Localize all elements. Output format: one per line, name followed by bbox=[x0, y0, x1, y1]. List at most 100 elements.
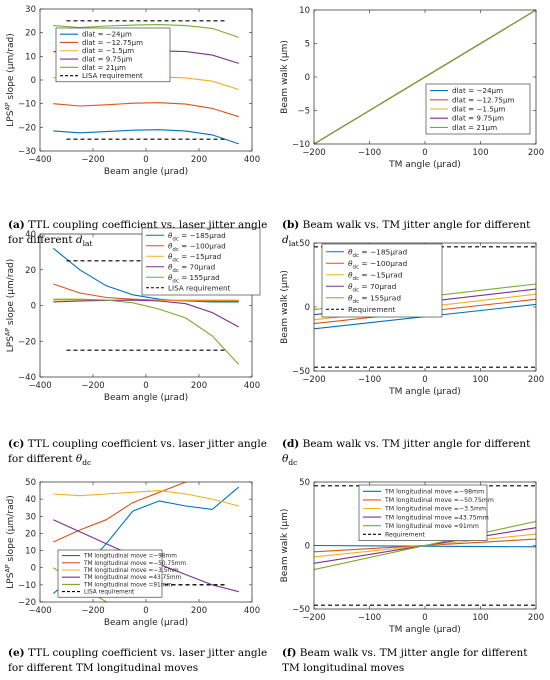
caption-text: TTL coupling coefficient vs. laser jitte… bbox=[8, 219, 268, 246]
caption-math: θ bbox=[282, 453, 289, 465]
legend-label: θdc = 70μrad bbox=[348, 282, 397, 294]
y-tick-label: 0 bbox=[31, 564, 36, 574]
y-tick-label: −20 bbox=[18, 123, 36, 133]
x-tick-label: 200 bbox=[528, 375, 544, 385]
y-tick-label: 0 bbox=[305, 73, 310, 83]
caption-d: (d) Beam walk vs. TM jitter angle for di… bbox=[282, 437, 544, 470]
legend-label: θdc = −100μrad bbox=[348, 259, 408, 271]
caption-e: (e) TTL coupling coefficient vs. laser j… bbox=[8, 646, 270, 676]
y-axis-label: LPSAP slope (μm/rad) bbox=[4, 33, 16, 126]
y-tick-label: 40 bbox=[25, 230, 36, 240]
series-line-4 bbox=[53, 299, 240, 328]
x-tick-label: 200 bbox=[191, 606, 207, 616]
x-tick-label: −100 bbox=[358, 148, 381, 158]
y-tick-label: 30 bbox=[25, 5, 36, 15]
y-tick-label: −5 bbox=[297, 107, 310, 117]
x-tick-label: −200 bbox=[81, 606, 104, 616]
caption-sub: dc bbox=[288, 458, 298, 468]
y-axis-label: Beam walk (μm) bbox=[280, 270, 290, 344]
series-line-5 bbox=[314, 520, 536, 571]
legend-label: TM longitudinal move =91mm bbox=[83, 582, 172, 588]
caption-tag: (d) bbox=[282, 438, 300, 450]
x-tick-label: 0 bbox=[422, 375, 427, 385]
legend-label: θdc = 155μrad bbox=[348, 293, 401, 305]
legend-label: TM longitudinal move =−3.5mm bbox=[83, 568, 179, 574]
legend-label: TM longitudinal move =−98mm bbox=[83, 554, 177, 560]
y-tick-label: 0 bbox=[305, 542, 310, 552]
caption-text: Beam walk vs. TM jitter angle for differ… bbox=[282, 647, 528, 674]
chart-panel-e: −400 −200 0 200 400 −20 −10 0 10 20 30 40 50 Beam ang… bbox=[0, 470, 270, 645]
x-tick-label: −100 bbox=[358, 613, 381, 623]
caption-a: (a) TTL coupling coefficient vs. laser j… bbox=[8, 218, 270, 251]
legend-label: TM longitudinal move =43.75mm bbox=[83, 575, 182, 581]
y-tick-label: 0 bbox=[31, 302, 36, 312]
legend-box bbox=[55, 27, 171, 83]
x-tick-label: 200 bbox=[528, 148, 544, 158]
y-tick-label: 0 bbox=[31, 76, 36, 86]
legend-box bbox=[141, 227, 261, 296]
y-tick-label: −10 bbox=[18, 581, 36, 591]
legend-label: TM longitudinal move =−98mm bbox=[384, 488, 484, 495]
legend-box bbox=[321, 243, 443, 318]
x-tick-label: 200 bbox=[191, 155, 207, 165]
y-axis-label: Beam walk (μm) bbox=[280, 40, 290, 114]
caption-text: Beam walk vs. TM jitter angle for differ… bbox=[302, 219, 531, 231]
y-tick-label: −30 bbox=[18, 147, 36, 157]
x-tick-label: 400 bbox=[244, 155, 260, 165]
legend-label: dlat = −12.75μm bbox=[82, 39, 143, 47]
series-line-5 bbox=[314, 10, 536, 144]
legend-label: LISA requirement bbox=[84, 590, 135, 596]
x-tick-label: 400 bbox=[244, 381, 260, 391]
x-tick-label: 400 bbox=[244, 606, 260, 616]
legend-label: dlat = 9.75μm bbox=[82, 56, 133, 64]
x-tick-label: 100 bbox=[472, 375, 488, 385]
caption-math: d bbox=[282, 234, 289, 246]
y-tick-label: 50 bbox=[299, 239, 310, 249]
legend-label: dlat = −24μm bbox=[452, 86, 503, 95]
x-tick-label: 0 bbox=[422, 613, 427, 623]
legend-label: θdc = −185μrad bbox=[168, 231, 226, 243]
caption-c: (c) TTL coupling coefficient vs. laser j… bbox=[8, 437, 270, 470]
plot-frame bbox=[39, 8, 253, 152]
x-tick-label: 0 bbox=[143, 155, 148, 165]
legend-label: dlat = −24μm bbox=[82, 31, 132, 39]
plot-frame bbox=[313, 9, 537, 145]
chart-svg-f: −200 −100 0 100 200 −50 0 50 TM angle (μrad) Beam… bbox=[280, 478, 544, 635]
chart-svg-b: −200 −100 0 100 200 −10 −5 0 5 10 TM angle (μrad) B… bbox=[280, 6, 544, 170]
series-line-1 bbox=[53, 129, 239, 145]
legend-label: TM longitudinal move =43.75mm bbox=[384, 514, 489, 521]
y-tick-label: −40 bbox=[18, 373, 36, 383]
caption-text: Beam walk vs. TM jitter angle for differ… bbox=[302, 438, 531, 450]
legend-label: θdc = 70μrad bbox=[168, 262, 215, 274]
legend-label: dlat = 21μm bbox=[452, 123, 497, 132]
plot-frame bbox=[313, 481, 537, 610]
x-tick-label: −200 bbox=[302, 148, 325, 158]
caption-sub: lat bbox=[82, 239, 93, 249]
legend-label: LISA requirement bbox=[168, 283, 231, 292]
legend-label: TM longitudinal move =91mm bbox=[384, 523, 479, 530]
y-tick-label: 0 bbox=[305, 303, 310, 313]
x-tick-label: −200 bbox=[81, 155, 104, 165]
series-line-5 bbox=[53, 24, 239, 38]
legend-label: θdc = 155μrad bbox=[168, 273, 220, 285]
plot-frame bbox=[39, 481, 253, 603]
x-tick-label: −400 bbox=[28, 606, 51, 616]
y-tick-label: 20 bbox=[25, 266, 36, 276]
chart-svg-e: −400 −200 0 200 400 −20 −10 0 10 20 30 40 50 Beam ang… bbox=[4, 478, 260, 628]
legend-box bbox=[358, 484, 488, 541]
series-group bbox=[314, 10, 536, 144]
caption-math: θ bbox=[75, 453, 83, 465]
x-axis-label: TM angle (μrad) bbox=[388, 160, 461, 170]
x-tick-label: −200 bbox=[302, 375, 325, 385]
caption-tag: (b) bbox=[282, 219, 300, 231]
series-line-1 bbox=[314, 544, 536, 548]
y-tick-label: −50 bbox=[292, 367, 310, 377]
caption-sub: lat bbox=[288, 239, 299, 249]
y-tick-label: −50 bbox=[292, 605, 310, 615]
caption-text: TTL coupling coefficient vs. laser jitte… bbox=[8, 438, 267, 465]
x-axis-label: Beam angle (μrad) bbox=[104, 618, 188, 628]
y-tick-label: 10 bbox=[25, 547, 36, 557]
y-tick-label: −20 bbox=[18, 598, 36, 608]
y-axis-label: LPSAP slope (μm/rad) bbox=[4, 495, 16, 588]
legend-label: TM longitudinal move =−50.75mm bbox=[83, 561, 186, 567]
